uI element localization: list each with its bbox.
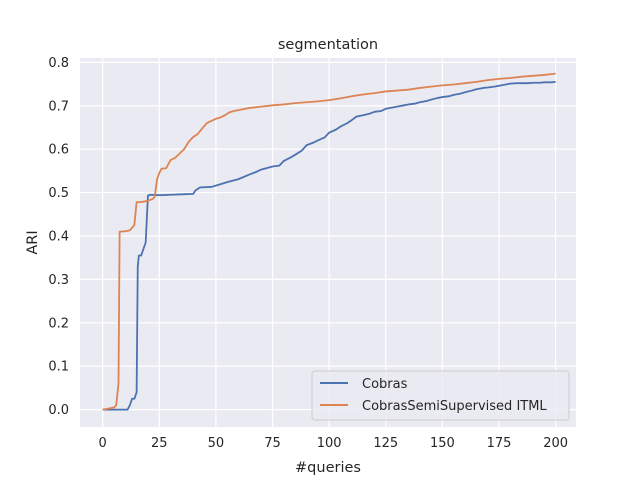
- x-tick-labels: 0 25 50 75 100 125 150 175 200: [99, 436, 569, 451]
- x-tick-label: 25: [151, 436, 168, 451]
- legend-label-cobras: Cobras: [362, 377, 408, 392]
- y-tick-label: 0.7: [48, 99, 69, 114]
- chart-title: segmentation: [278, 37, 378, 53]
- plot-background: [80, 58, 576, 427]
- x-tick-label: 200: [543, 436, 568, 451]
- x-tick-label: 75: [264, 436, 281, 451]
- y-tick-label: 0.1: [48, 360, 69, 375]
- series-group: [102, 72, 556, 411]
- y-tick-label: 0.3: [48, 273, 69, 288]
- legend: Cobras CobrasSemiSupervised ITML: [311, 370, 570, 421]
- y-tick-label: 0.5: [48, 186, 69, 201]
- x-tick-label: 50: [208, 436, 225, 451]
- series-line-cobras: [102, 80, 556, 411]
- legend-box: [311, 370, 570, 421]
- x-axis-label: #queries: [295, 460, 361, 476]
- x-tick-label: 0: [99, 436, 107, 451]
- y-axis-label: ARI: [25, 230, 41, 254]
- x-tick-label: 100: [317, 436, 342, 451]
- x-tick-label: 125: [373, 436, 398, 451]
- series-line-cobrassemisupervised-itml: [102, 72, 556, 411]
- y-tick-label: 0.6: [48, 143, 69, 158]
- y-tick-labels: 0.0 0.1 0.2 0.3 0.4 0.5 0.6 0.7 0.8: [48, 56, 69, 418]
- legend-label-cobras-semi-supervised-itml: CobrasSemiSupervised ITML: [362, 399, 547, 414]
- y-tick-label: 0.2: [48, 316, 69, 331]
- y-tick-label: 0.0: [48, 403, 69, 418]
- y-tick-label: 0.4: [48, 229, 69, 244]
- y-tick-label: 0.8: [48, 56, 69, 71]
- x-tick-label: 150: [430, 436, 455, 451]
- x-tick-label: 175: [487, 436, 512, 451]
